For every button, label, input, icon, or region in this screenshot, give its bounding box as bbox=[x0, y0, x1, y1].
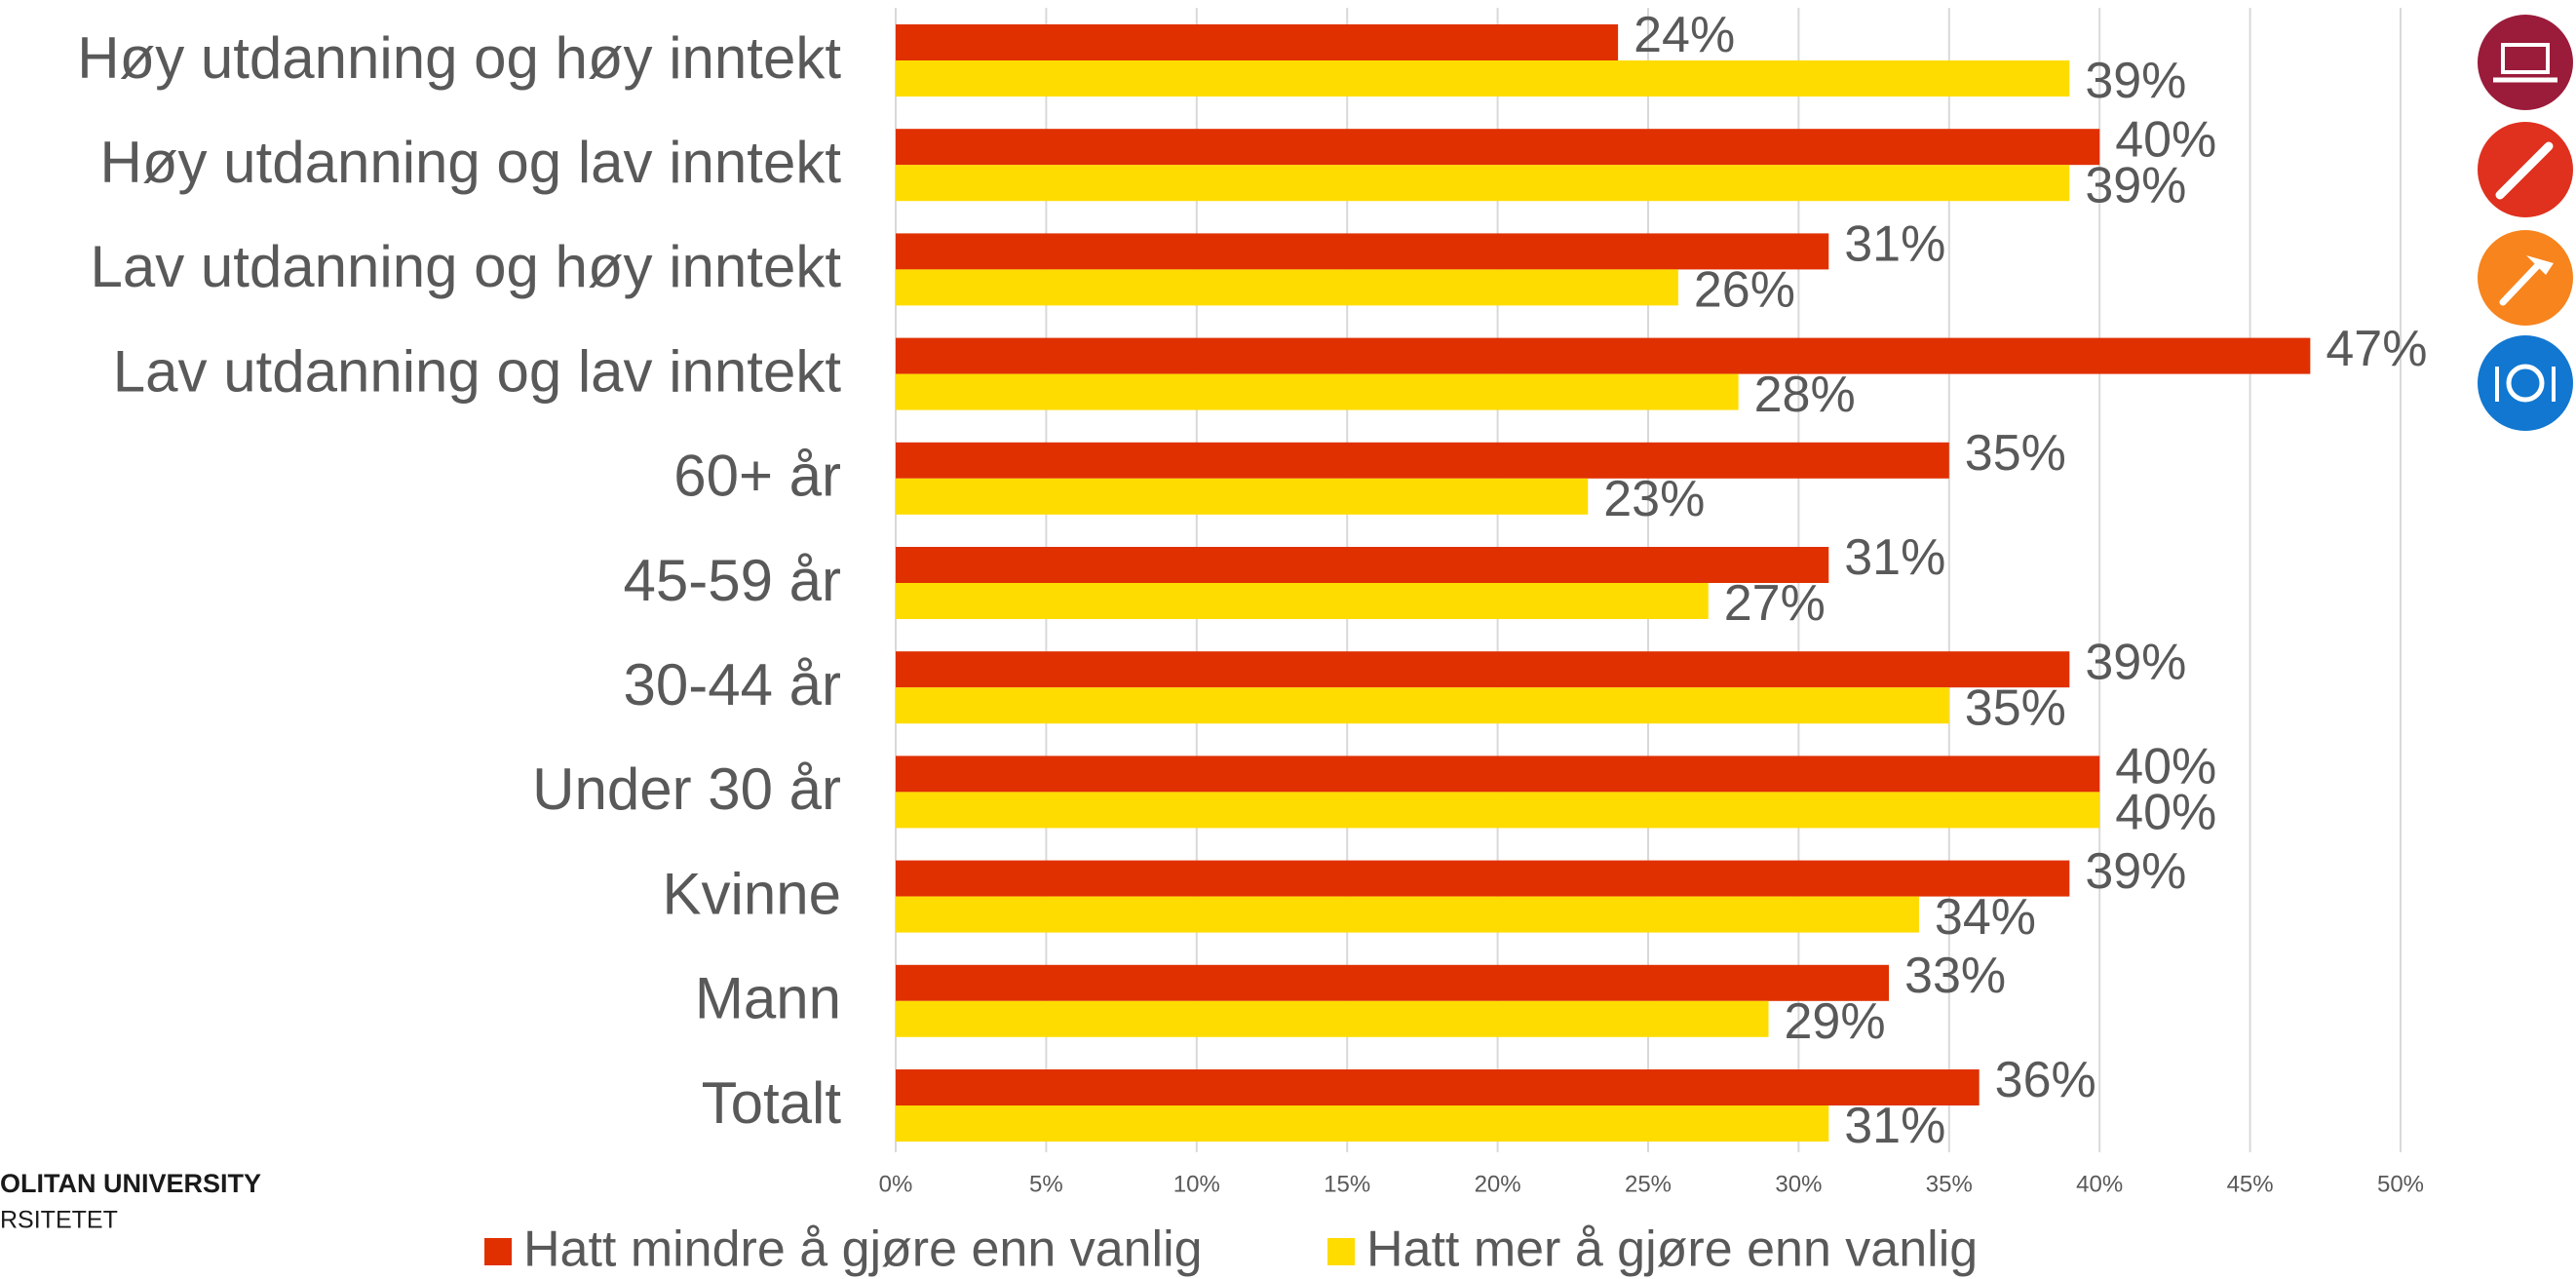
value-label: 29% bbox=[1785, 993, 1886, 1050]
icon-bar bbox=[2478, 15, 2573, 431]
bar bbox=[896, 1000, 1769, 1037]
logo-line: RSITETET bbox=[0, 1207, 118, 1234]
bar bbox=[896, 1105, 1829, 1142]
y-tick-label: 45-59 år bbox=[624, 548, 841, 613]
bar bbox=[896, 547, 1829, 583]
value-label: 39% bbox=[2085, 634, 2186, 690]
bar bbox=[896, 792, 2100, 829]
icon-laptop bbox=[2478, 15, 2573, 110]
legend-swatch bbox=[1327, 1238, 1355, 1265]
y-tick-label: 30-44 år bbox=[624, 652, 841, 717]
bar bbox=[896, 896, 1919, 933]
y-tick-label: Kvinne bbox=[663, 861, 841, 926]
bar bbox=[896, 860, 2070, 897]
x-tick-label: 30% bbox=[1775, 1171, 1822, 1197]
x-tick-label: 10% bbox=[1173, 1171, 1220, 1197]
value-label: 36% bbox=[1995, 1052, 2096, 1108]
bar bbox=[896, 337, 2311, 374]
value-label: 47% bbox=[2326, 321, 2427, 377]
y-tick-label: Totalt bbox=[702, 1070, 842, 1136]
value-label: 28% bbox=[1754, 367, 1856, 423]
value-label: 31% bbox=[1844, 1098, 1945, 1154]
bar bbox=[896, 24, 1619, 60]
y-tick-label: Høy utdanning og høy inntekt bbox=[77, 25, 841, 91]
y-tick-label: Under 30 år bbox=[532, 756, 841, 822]
value-label: 35% bbox=[1965, 425, 2066, 482]
logo-line: OLITAN UNIVERSITY bbox=[0, 1169, 261, 1198]
bar bbox=[896, 233, 1829, 270]
x-tick-label: 35% bbox=[1926, 1171, 1973, 1197]
bar bbox=[896, 442, 1949, 479]
icon-glyph bbox=[2501, 43, 2550, 74]
bar bbox=[896, 1069, 1980, 1105]
bar bbox=[896, 651, 2070, 688]
value-label: 33% bbox=[1904, 948, 2006, 1004]
bar bbox=[896, 687, 1949, 724]
y-tick-label: Mann bbox=[695, 966, 841, 1031]
value-label: 31% bbox=[1844, 529, 1945, 586]
x-tick-label: 15% bbox=[1324, 1171, 1370, 1197]
value-label: 40% bbox=[2115, 111, 2216, 168]
bar bbox=[896, 269, 1678, 306]
legend-label: Hatt mer å gjøre enn vanlig bbox=[1366, 1221, 1978, 1278]
value-label: 40% bbox=[2115, 785, 2216, 841]
bar bbox=[896, 964, 1890, 1001]
icon-glyph bbox=[2495, 141, 2554, 200]
x-tick-label: 20% bbox=[1475, 1171, 1521, 1197]
x-tick-label: 50% bbox=[2377, 1171, 2424, 1197]
value-label: 39% bbox=[2085, 843, 2186, 900]
legend-label: Hatt mindre å gjøre enn vanlig bbox=[523, 1221, 1203, 1278]
x-tick-label: 5% bbox=[1029, 1171, 1063, 1197]
x-tick-label: 0% bbox=[879, 1171, 913, 1197]
bar bbox=[896, 478, 1589, 515]
value-label: 39% bbox=[2085, 157, 2186, 213]
legend-swatch bbox=[484, 1238, 512, 1265]
x-tick-label: 25% bbox=[1625, 1171, 1672, 1197]
bar bbox=[896, 60, 2070, 97]
value-label: 23% bbox=[1603, 471, 1705, 527]
bar bbox=[896, 165, 2070, 202]
value-label: 35% bbox=[1965, 679, 2066, 736]
value-label: 39% bbox=[2085, 53, 2186, 109]
x-tick-label: 45% bbox=[2227, 1171, 2274, 1197]
y-tick-label: Høy utdanning og lav inntekt bbox=[100, 130, 842, 195]
icon-glyph bbox=[2526, 255, 2554, 275]
y-tick-label: 60+ år bbox=[673, 444, 841, 509]
value-label: 34% bbox=[1935, 889, 2036, 946]
value-label: 40% bbox=[2115, 739, 2216, 795]
bar bbox=[896, 756, 2100, 793]
bar bbox=[896, 583, 1709, 619]
value-label: 24% bbox=[1634, 7, 1735, 63]
bar bbox=[896, 129, 2100, 166]
x-tick-label: 40% bbox=[2076, 1171, 2123, 1197]
value-label: 27% bbox=[1724, 575, 1826, 632]
bar bbox=[896, 373, 1739, 410]
y-tick-label: Lav utdanning og høy inntekt bbox=[90, 234, 841, 299]
icon-dining bbox=[2478, 335, 2573, 431]
icon-glyph bbox=[2506, 364, 2545, 403]
value-label: 31% bbox=[1844, 216, 1945, 273]
value-label: 26% bbox=[1694, 262, 1795, 319]
icon-glyph bbox=[2499, 261, 2542, 306]
y-tick-label: Lav utdanning og lav inntekt bbox=[113, 338, 842, 404]
